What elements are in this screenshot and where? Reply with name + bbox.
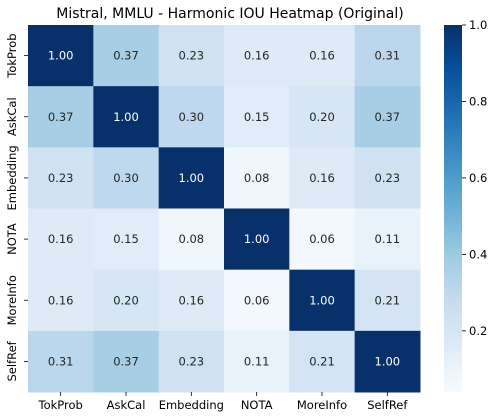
cell-value-label: 1.00 xyxy=(244,232,270,246)
colorbar-tick-label: 0.6 xyxy=(469,171,487,185)
cell-value-label: 0.31 xyxy=(375,49,401,63)
heatmap-cell xyxy=(28,330,94,393)
y-tick-label: TokProb xyxy=(5,33,19,78)
y-tick-label: NOTA xyxy=(5,223,19,255)
cell-value-label: 1.00 xyxy=(375,354,401,368)
heatmap-cell xyxy=(158,25,225,87)
cell-value-label: 1.00 xyxy=(48,49,74,63)
cell-value-label: 0.08 xyxy=(244,171,270,185)
heatmap-cell xyxy=(354,147,421,209)
cell-value-label: 0.21 xyxy=(309,354,335,368)
cell-value-label: 0.37 xyxy=(375,110,401,124)
cell-value-label: 0.21 xyxy=(375,293,401,307)
heatmap-cell xyxy=(93,330,160,393)
colorbar-tick-label: 0.4 xyxy=(469,247,487,261)
heatmap-cell xyxy=(289,86,356,148)
x-tick-label: SelfRef xyxy=(367,398,408,412)
cell-value-label: 0.23 xyxy=(179,49,205,63)
heatmap-cell xyxy=(158,208,225,271)
cell-value-label: 0.06 xyxy=(309,232,335,246)
heatmap-cell xyxy=(224,86,290,148)
heatmap-cell xyxy=(289,269,356,332)
cell-value-label: 1.00 xyxy=(179,171,205,185)
cell-value-label: 0.20 xyxy=(113,293,139,307)
heatmap-cell xyxy=(28,208,94,271)
heatmap-cell xyxy=(158,86,225,148)
heatmap-cell xyxy=(354,330,421,393)
x-tick-label: Embedding xyxy=(159,398,224,412)
heatmap-cell xyxy=(224,330,290,393)
chart-title: Mistral, MMLU - Harmonic IOU Heatmap (Or… xyxy=(56,6,403,22)
colorbar-gradient xyxy=(444,25,462,392)
x-tick-label: NOTA xyxy=(241,398,273,412)
cell-value-label: 0.16 xyxy=(48,293,74,307)
heatmap-cell xyxy=(224,208,290,271)
colorbar-tick-label: 1.0 xyxy=(469,18,487,32)
cell-value-label: 0.16 xyxy=(244,49,270,63)
cell-value-label: 0.06 xyxy=(244,293,270,307)
heatmap-cell xyxy=(93,269,160,332)
heatmap-cell xyxy=(224,147,290,209)
cell-value-label: 0.20 xyxy=(309,110,335,124)
heatmap-cell xyxy=(93,86,160,148)
heatmap-cell xyxy=(158,269,225,332)
y-tick-label: AskCal xyxy=(5,97,19,136)
cell-value-label: 0.16 xyxy=(48,232,74,246)
colorbar-tick-label: 0.2 xyxy=(469,324,487,338)
cell-value-label: 1.00 xyxy=(113,110,139,124)
heatmap-cell xyxy=(224,269,290,332)
y-axis-ticks: TokProb AskCal Embedding NOTA MoreInfo SelfRe… xyxy=(5,33,28,382)
y-tick-label: MoreInfo xyxy=(5,275,19,325)
x-tick-label: TokProb xyxy=(38,398,83,412)
heatmap-cell xyxy=(289,147,356,209)
heatmap-cell xyxy=(158,330,225,393)
y-tick-label: SelfRef xyxy=(5,340,19,381)
cell-value-label: 0.15 xyxy=(113,232,139,246)
heatmap-cell xyxy=(93,208,160,271)
colorbar: 0.2 0.4 0.6 0.8 1.0 xyxy=(444,18,487,392)
cell-value-label: 0.30 xyxy=(113,171,139,185)
heatmap-cell xyxy=(158,147,225,209)
heatmap-cell xyxy=(354,208,421,271)
heatmap-cell xyxy=(93,25,160,87)
heatmap-cell xyxy=(28,25,94,87)
heatmap-cell xyxy=(354,269,421,332)
cell-value-label: 0.31 xyxy=(48,354,74,368)
heatmap-cell xyxy=(93,147,160,209)
heatmap-cell xyxy=(224,25,290,87)
y-tick-label: Embedding xyxy=(5,145,19,210)
cell-value-label: 0.23 xyxy=(375,171,401,185)
cell-value-label: 0.37 xyxy=(113,49,139,63)
x-tick-label: MoreInfo xyxy=(297,398,347,412)
heatmap-cell xyxy=(354,86,421,148)
x-axis-ticks: TokProb AskCal Embedding NOTA MoreInfo SelfRe… xyxy=(38,392,408,412)
cell-value-label: 1.00 xyxy=(309,293,335,307)
cell-value-label: 0.30 xyxy=(179,110,205,124)
heatmap-cell xyxy=(28,269,94,332)
cell-value-label: 0.16 xyxy=(309,49,335,63)
heatmap-cell xyxy=(289,25,356,87)
cell-value-label: 0.11 xyxy=(244,354,270,368)
cell-value-label: 0.23 xyxy=(179,354,205,368)
cell-value-label: 0.08 xyxy=(179,232,205,246)
cell-value-label: 0.37 xyxy=(48,110,74,124)
heatmap-cell xyxy=(28,147,94,209)
x-tick-label: AskCal xyxy=(107,398,146,412)
heatmap-cells: 1.00 0.37 0.23 0.16 0.16 0.31 0.37 1.00 0.30 0.15… xyxy=(28,25,421,393)
cell-value-label: 0.11 xyxy=(375,232,401,246)
cell-value-label: 0.15 xyxy=(244,110,270,124)
cell-value-label: 0.23 xyxy=(48,171,74,185)
heatmap-cell xyxy=(354,25,421,87)
heatmap-cell xyxy=(28,86,94,148)
cell-value-label: 0.16 xyxy=(179,293,205,307)
heatmap-cell xyxy=(289,208,356,271)
colorbar-tick-label: 0.8 xyxy=(469,94,487,108)
cell-value-label: 0.37 xyxy=(113,354,139,368)
cell-value-label: 0.16 xyxy=(309,171,335,185)
heatmap-cell xyxy=(289,330,356,393)
